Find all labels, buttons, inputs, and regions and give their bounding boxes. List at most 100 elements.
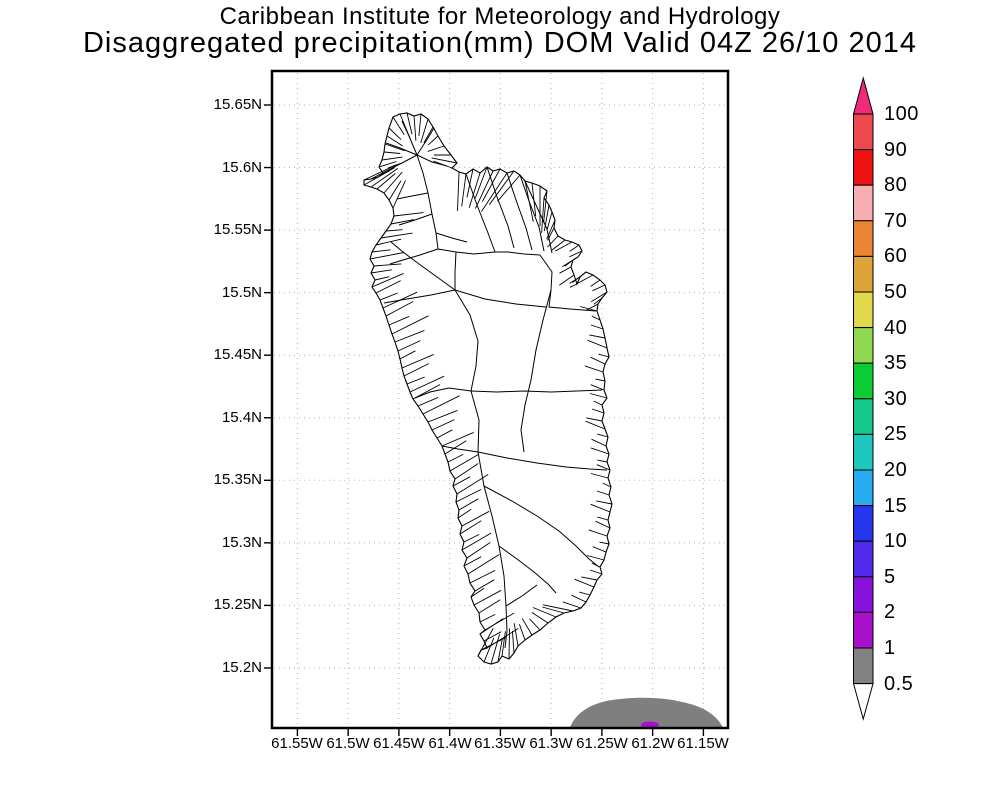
watershed-line	[392, 116, 405, 136]
watershed-line	[449, 453, 480, 472]
watershed-divide	[414, 387, 472, 399]
watershed-line	[371, 249, 391, 253]
x-axis-label: 61.15W	[677, 735, 729, 752]
watershed-line	[370, 168, 399, 188]
colorbar-label: 25	[884, 423, 908, 445]
watershed-line	[417, 396, 439, 407]
colorbar-segment	[853, 362, 874, 400]
watershed-line	[564, 259, 574, 267]
colorbar-segment	[853, 291, 874, 329]
x-axis-label: 61.3W	[529, 735, 573, 752]
watershed-divide	[520, 289, 552, 453]
watershed-line	[470, 587, 485, 598]
colorbar-label: 70	[884, 210, 908, 232]
watershed-line	[572, 271, 587, 283]
watershed-line	[584, 365, 604, 373]
watershed-divide	[548, 289, 597, 312]
watershed-line	[378, 161, 397, 168]
watershed-divide	[416, 127, 435, 156]
watershed-line	[466, 168, 474, 198]
y-axis-label: 15.4N	[221, 409, 262, 426]
watershed-line	[463, 533, 480, 543]
watershed-divide	[498, 545, 557, 594]
watershed-line	[590, 447, 610, 455]
x-axis-label: 61.5W	[326, 735, 370, 752]
watershed-line	[452, 476, 471, 487]
watershed-line	[562, 601, 582, 609]
watershed-line	[588, 529, 608, 537]
watershed-divide	[505, 584, 538, 607]
watershed-line	[474, 166, 488, 199]
watershed-divide	[486, 166, 515, 249]
watershed-line	[431, 419, 455, 431]
watershed-divide	[454, 251, 457, 290]
watershed-line	[590, 503, 611, 513]
y-axis-label: 15.45N	[213, 346, 262, 363]
watershed-line	[459, 520, 482, 535]
watershed-line	[551, 239, 566, 251]
watershed-line	[547, 235, 559, 248]
watershed-line	[591, 315, 601, 321]
watershed-line	[431, 157, 458, 164]
y-axis-label: 15.5N	[221, 284, 262, 301]
colorbar-segment	[853, 576, 874, 613]
watershed-line	[592, 546, 607, 553]
watershed-line	[596, 500, 613, 505]
watershed-line	[409, 375, 445, 393]
watershed-line	[373, 263, 402, 267]
watershed-divide	[539, 254, 553, 291]
watershed-line	[473, 589, 502, 606]
watershed-line	[385, 301, 414, 317]
colorbar-segment	[853, 540, 874, 578]
watershed-line	[579, 306, 598, 312]
watershed-line	[483, 637, 495, 663]
colorbar-label: 20	[884, 459, 908, 481]
watershed-divide	[435, 232, 468, 243]
watershed-line	[484, 612, 515, 631]
x-axis-label: 61.2W	[631, 735, 675, 752]
watershed-line	[589, 569, 603, 575]
watershed-line	[590, 356, 606, 365]
watershed-line	[379, 292, 398, 301]
colorbar-label: 50	[884, 281, 908, 303]
watershed-line	[529, 618, 541, 631]
watershed-line	[384, 143, 405, 152]
watershed-line	[423, 126, 434, 144]
watershed-line	[403, 363, 429, 377]
watershed-line	[589, 393, 608, 399]
watershed-line	[436, 429, 453, 439]
watershed-line	[559, 274, 575, 286]
watershed-line	[383, 171, 403, 194]
watershed-line	[397, 340, 421, 352]
colorbar-label: 100	[884, 103, 919, 125]
watershed-divide	[389, 248, 439, 265]
colorbar-label: 15	[884, 495, 908, 517]
watershed-line	[381, 156, 403, 161]
colorbar-label: 80	[884, 174, 908, 196]
watershed-divide	[454, 289, 479, 392]
watershed-line	[596, 490, 610, 496]
watershed-divide	[396, 192, 429, 200]
watershed-line	[598, 353, 610, 358]
watershed-line	[586, 417, 603, 422]
watershed-line	[579, 591, 591, 596]
title-line2: Disaggregated precipitation(mm) DOM Vali…	[82, 27, 917, 59]
watershed-line	[559, 266, 572, 274]
watershed-divide	[519, 174, 545, 252]
watershed-line	[386, 135, 403, 147]
watershed-line	[599, 541, 610, 545]
watershed-line	[543, 204, 550, 232]
watershed-divide	[524, 180, 553, 254]
watershed-line	[483, 631, 502, 642]
watershed-line	[385, 229, 403, 232]
watershed-line	[597, 459, 608, 463]
watershed-line	[447, 453, 464, 463]
watershed-line	[532, 607, 557, 618]
watershed-line	[463, 556, 482, 567]
watershed-line	[602, 482, 612, 488]
x-axis-label: 61.45W	[373, 735, 425, 752]
watershed-line	[455, 488, 482, 503]
watershed-line	[418, 113, 422, 136]
watershed-line	[592, 284, 606, 292]
